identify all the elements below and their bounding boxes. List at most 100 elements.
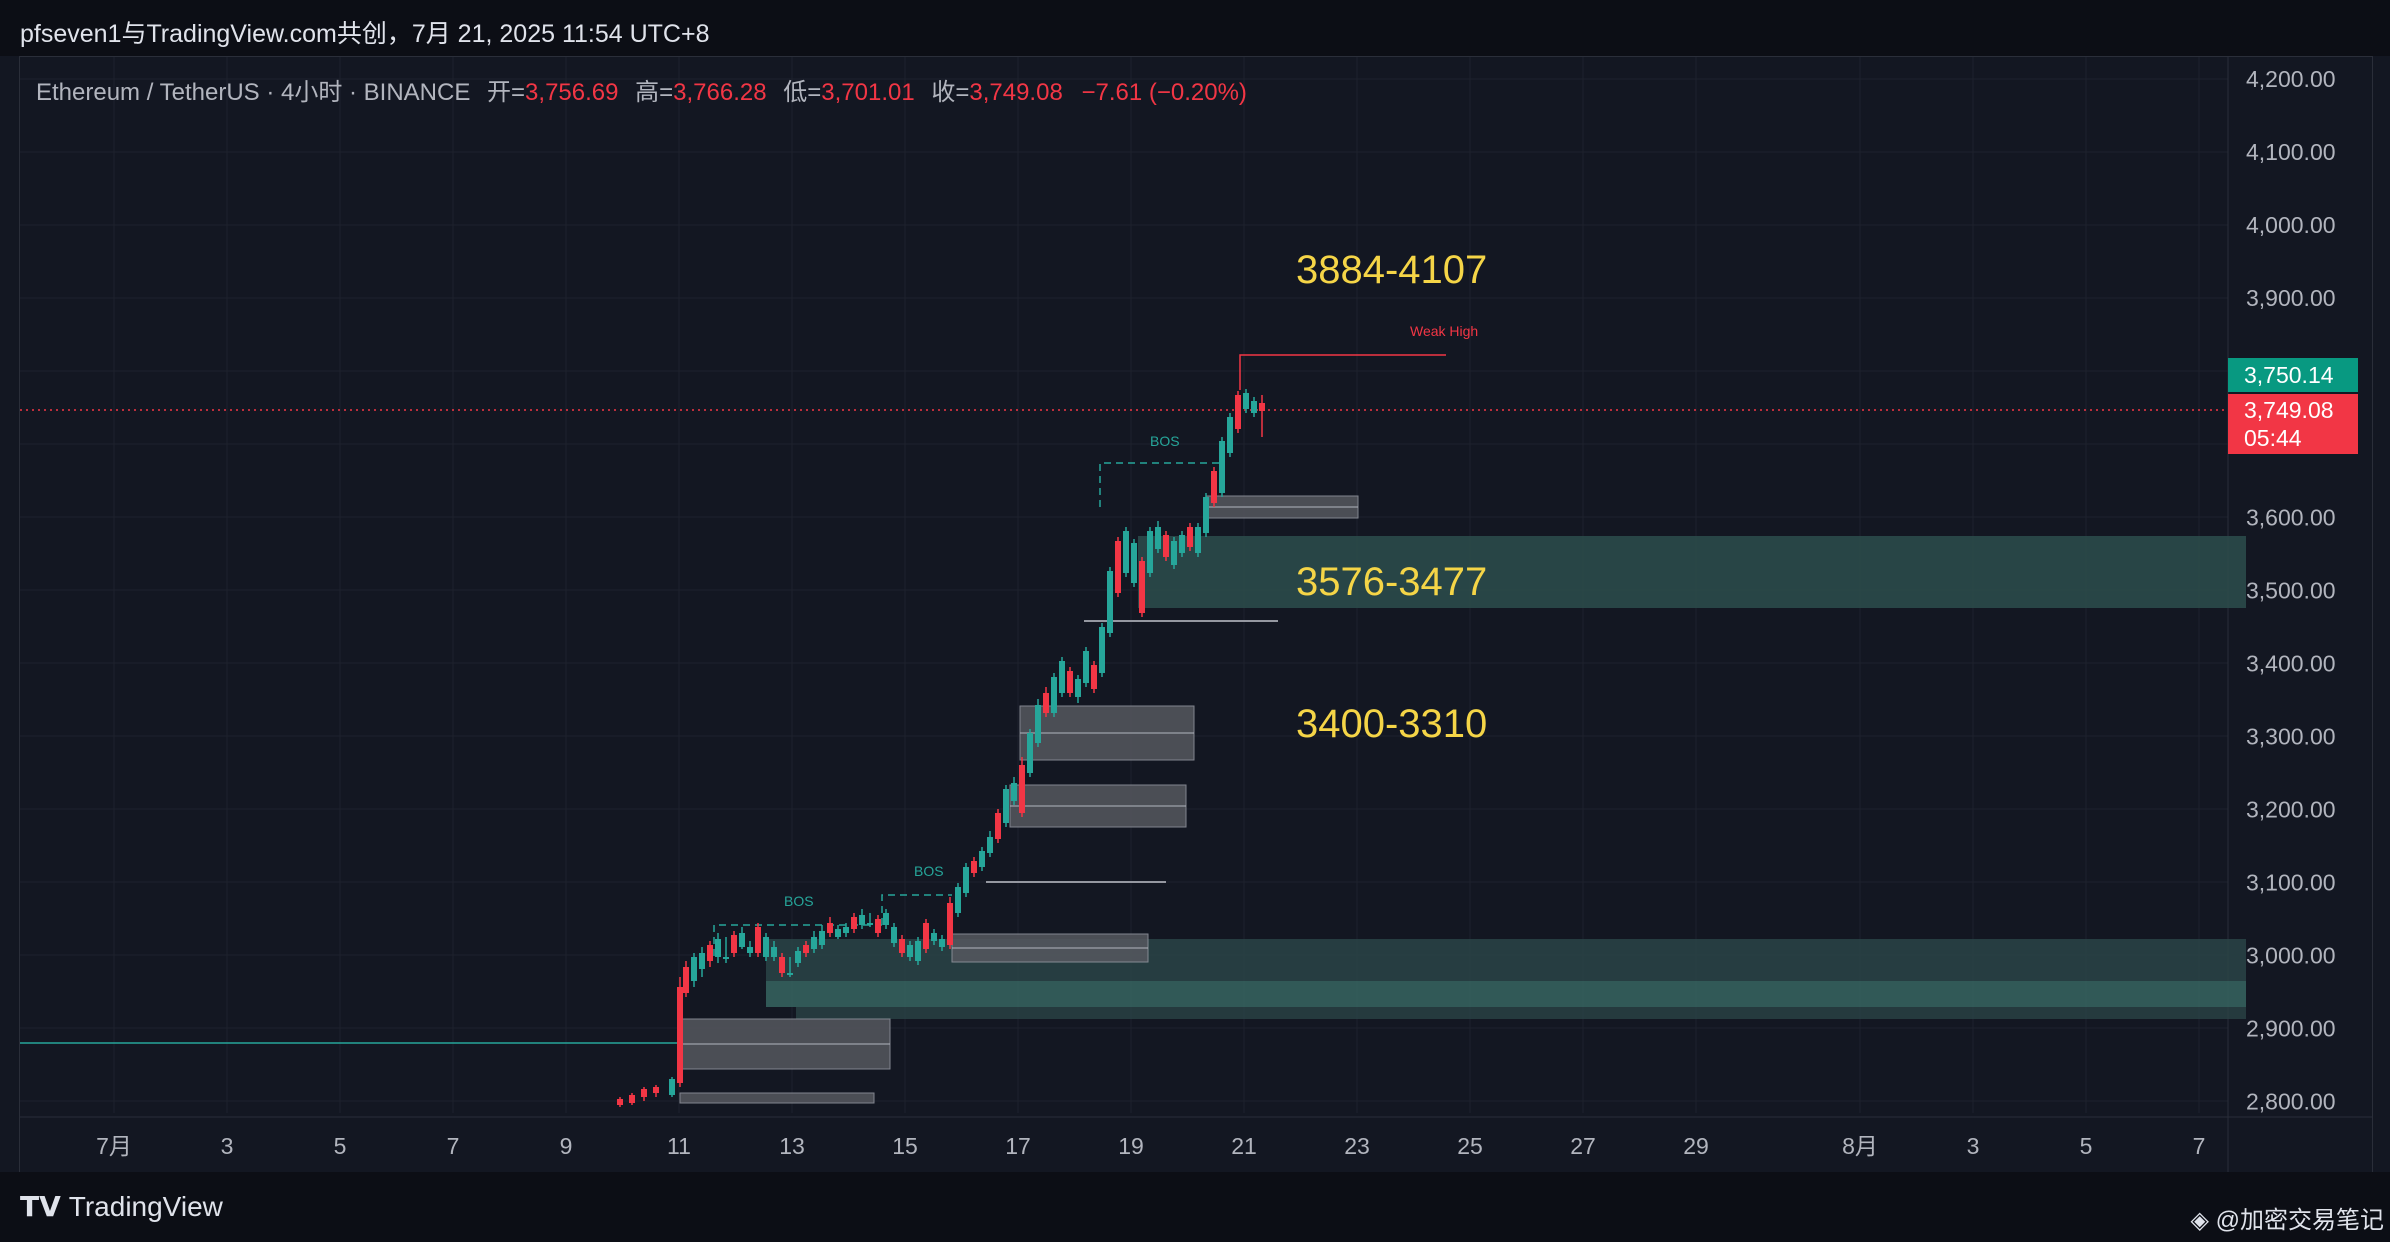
candle-body [907, 945, 913, 957]
time-tick-label: 19 [1118, 1133, 1144, 1159]
candle-body [755, 927, 761, 953]
candle-body [1211, 471, 1217, 503]
time-tick-label: 3 [221, 1133, 234, 1159]
diamond-icon: ◈ [2190, 1207, 2209, 1234]
candle-body [891, 927, 897, 943]
candle-body [739, 933, 745, 947]
time-axis[interactable]: 7月 3 5 7 9 11 13 15 17 19 21 23 25 27 29 8月 3 5 7 [96, 1133, 2205, 1159]
close-value: 3,749.08 [969, 79, 1063, 106]
candle-body [1051, 677, 1057, 713]
demand-zone-2950[interactable] [766, 981, 2246, 1007]
high-price-label: 3,750.14 [2228, 358, 2358, 392]
candle-body [1259, 403, 1265, 411]
candle-body [803, 945, 809, 953]
candle-body [691, 957, 697, 981]
time-tick-label: 17 [1005, 1133, 1031, 1159]
snapshot-title: pfseven1与TradingView.com共创，7月 21, 2025 1… [20, 20, 710, 48]
bos-line[interactable] [1099, 462, 1220, 507]
low-label: 低= [783, 79, 822, 106]
candle-body [1163, 535, 1169, 557]
watermark-text: @加密交易笔记 [2215, 1207, 2384, 1234]
candle-body [827, 923, 833, 933]
last-price-label: 3,749.08 05:44 [2228, 394, 2358, 454]
candle-body [859, 915, 865, 925]
bos-label: BOS [914, 863, 944, 879]
candle-body [1131, 543, 1137, 583]
time-tick-label: 11 [667, 1133, 691, 1159]
candle-body [1091, 665, 1097, 689]
candle-body [1067, 671, 1073, 693]
tradingview-logo[interactable]: 𝗧𝗩 TradingView [20, 1190, 223, 1223]
bos-line[interactable] [881, 894, 952, 925]
symbol-name[interactable]: Ethereum / TetherUS · 4小时 · BINANCE [36, 79, 471, 106]
weak-high-line[interactable] [1239, 354, 1446, 390]
candle-body [1227, 417, 1233, 453]
candle-body [1083, 651, 1089, 683]
low-value: 3,701.01 [821, 79, 915, 106]
order-block[interactable] [679, 1092, 875, 1104]
bos-line[interactable] [713, 924, 882, 956]
candle-body [1011, 783, 1017, 801]
price-tick-label: 4,000.00 [2246, 212, 2336, 238]
candlestick-series[interactable] [617, 389, 1265, 1107]
candle-body [1195, 527, 1201, 553]
price-tick-label: 3,400.00 [2246, 650, 2336, 676]
time-tick-label: 27 [1570, 1133, 1596, 1159]
time-tick-label: 25 [1457, 1133, 1483, 1159]
time-tick-label: 7 [447, 1133, 460, 1159]
time-tick-label: 29 [1683, 1133, 1709, 1159]
price-tick-label: 4,100.00 [2246, 139, 2336, 165]
candle-body [811, 937, 817, 949]
candle-body [899, 939, 905, 953]
time-tick-label: 23 [1344, 1133, 1370, 1159]
price-tick-label: 3,600.00 [2246, 504, 2336, 530]
candle-body [771, 947, 777, 957]
candle-body [787, 973, 793, 975]
candle-body [915, 941, 921, 961]
bos-label: BOS [1150, 433, 1180, 449]
candle-body [1147, 531, 1153, 573]
candle-body [683, 967, 689, 993]
candle-body [1219, 441, 1225, 493]
candle-body [883, 913, 889, 925]
candle-body [1115, 541, 1121, 593]
zone-label-3400-3310: 3400-3310 [1296, 702, 1487, 746]
tradingview-logo-icon: 𝗧𝗩 [20, 1191, 61, 1222]
candle-body [1251, 401, 1257, 413]
candle-body [1107, 571, 1113, 633]
time-tick-label: 5 [2080, 1133, 2093, 1159]
candle-body [653, 1087, 659, 1093]
candle-body [629, 1095, 635, 1103]
candle-body [1171, 541, 1177, 565]
candle-body [677, 987, 683, 1083]
chart-frame[interactable]: 3884-4107 3576-3477 3400-3310 Weak High … [19, 56, 2373, 1174]
symbol-legend[interactable]: Ethereum / TetherUS · 4小时 · BINANCE 开=3,… [36, 72, 1247, 107]
price-chart[interactable]: 3884-4107 3576-3477 3400-3310 Weak High … [20, 57, 2372, 1173]
candle-body [875, 919, 881, 933]
candle-body [851, 917, 857, 929]
demand-zone-2920[interactable] [796, 1007, 2246, 1019]
time-tick-label: 7月 [96, 1133, 132, 1159]
price-axis[interactable]: 4,200.00 4,100.00 4,000.00 3,900.00 3,600.00… [2246, 66, 2336, 1115]
time-tick-label: 21 [1231, 1133, 1257, 1159]
candle-body [1235, 395, 1241, 429]
candle-body [1043, 693, 1049, 713]
candle-body [979, 851, 985, 867]
time-tick-label: 15 [892, 1133, 918, 1159]
candle-body [963, 867, 969, 893]
open-value: 3,756.69 [525, 79, 619, 106]
candle-body [641, 1089, 647, 1097]
candle-body [707, 945, 713, 961]
candle-body [1035, 705, 1041, 743]
candle-body [731, 935, 737, 953]
time-tick-label: 7 [2193, 1133, 2206, 1159]
candle-body [931, 933, 937, 941]
price-tick-label: 3,200.00 [2246, 797, 2336, 823]
candle-body [843, 927, 849, 933]
candle-body [1027, 733, 1033, 773]
candle-body [795, 951, 801, 963]
price-tick-label: 2,900.00 [2246, 1016, 2336, 1042]
time-tick-label: 3 [1967, 1133, 1980, 1159]
time-tick-label: 8月 [1842, 1133, 1878, 1159]
demand-zone-3576-3477[interactable] [1138, 536, 2246, 608]
